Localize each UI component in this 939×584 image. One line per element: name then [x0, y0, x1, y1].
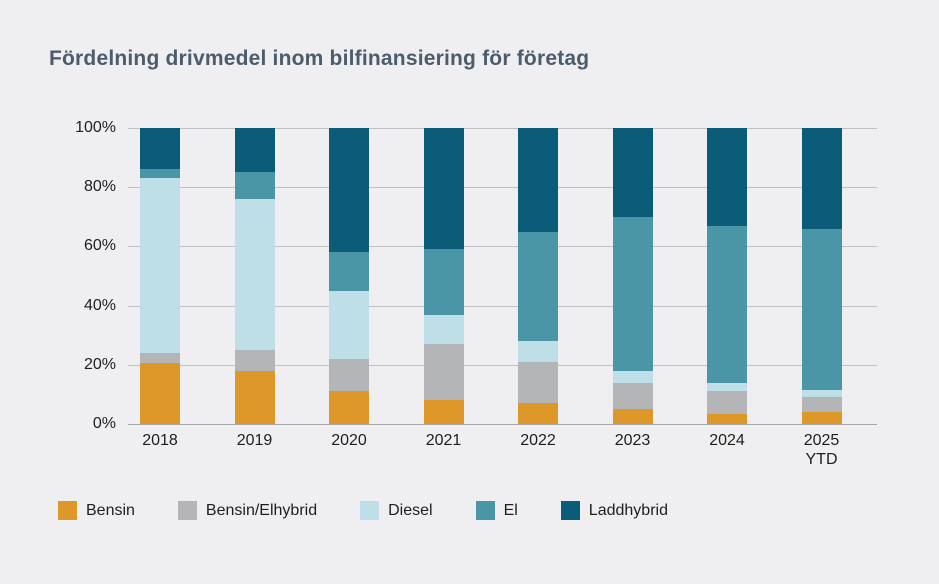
segment-el-2024 [707, 225, 747, 383]
legend-item-laddhybrid: Laddhybrid [560, 501, 668, 520]
bar-2022 [518, 128, 558, 424]
legend-swatch-laddhybrid [560, 501, 580, 520]
legend-item-bensin: Bensin [58, 501, 135, 520]
bar-2021 [423, 128, 464, 424]
legend-swatch-bensin-elhybrid [177, 501, 197, 520]
x-tick-year: 2020 [331, 432, 367, 449]
x-tick-year: 2018 [142, 432, 178, 449]
legend-label-bensin-elhybrid: Bensin/Elhybrid [205, 501, 318, 519]
x-tick-year: 2021 [425, 432, 462, 449]
legend-swatch-diesel [360, 501, 380, 520]
segment-bensin-elhybrid-2018 [140, 352, 180, 364]
legend-label-laddhybrid: Laddhybrid [588, 501, 668, 519]
gridline-20 [128, 364, 877, 366]
bar-2023 [612, 128, 653, 424]
x-tick-year: 2022 [520, 432, 556, 449]
segment-el-2021 [423, 249, 464, 315]
x-tick-label-2019: 2019 [210, 431, 300, 450]
x-tick-sublabel: YTD [805, 451, 838, 468]
legend-label-el: El [503, 501, 518, 519]
segment-bensin-2019 [234, 370, 275, 424]
x-tick-year: 2024 [709, 432, 745, 449]
y-tick-label-100: 100% [75, 119, 116, 136]
segment-diesel-2020 [329, 290, 369, 359]
chart-legend: Bensin Bensin/Elhybrid Diesel El Laddhybrid [58, 501, 668, 520]
segment-diesel-2018 [140, 178, 180, 353]
legend-item-bensin-elhybrid: Bensin/Elhybrid [177, 501, 318, 520]
gridline-80 [128, 187, 877, 189]
segment-bensin-elhybrid-2023 [612, 382, 653, 410]
segment-bensin-elhybrid-2024 [707, 391, 747, 414]
bar-2018 [140, 128, 180, 424]
x-tick-year: 2023 [614, 432, 651, 449]
segment-bensin-2021 [423, 400, 464, 424]
segment-diesel-2025 [801, 389, 842, 398]
segment-bensin-2020 [329, 391, 369, 424]
segment-laddhybrid-2019 [234, 128, 275, 173]
segment-bensin-2022 [518, 403, 558, 424]
segment-bensin-elhybrid-2020 [329, 358, 369, 392]
segment-el-2018 [140, 169, 180, 179]
segment-bensin-2025 [801, 412, 842, 424]
chart-title: Fördelning drivmedel inom bilfinansierin… [49, 47, 590, 70]
y-tick-label-20: 20% [83, 355, 116, 373]
segment-laddhybrid-2020 [329, 128, 369, 253]
segment-bensin-elhybrid-2021 [423, 344, 464, 401]
segment-laddhybrid-2023 [612, 128, 653, 217]
plot-area [128, 128, 877, 425]
segment-bensin-elhybrid-2022 [518, 361, 558, 404]
segment-laddhybrid-2022 [518, 128, 558, 232]
segment-bensin-2018 [140, 363, 180, 424]
segment-laddhybrid-2025 [801, 128, 842, 229]
y-tick-label-0: 0% [92, 415, 116, 432]
segment-bensin-2023 [612, 409, 653, 424]
segment-diesel-2022 [518, 341, 558, 362]
bar-2025-ytd [801, 128, 842, 424]
segment-diesel-2023 [612, 370, 653, 383]
segment-bensin-elhybrid-2025 [801, 397, 842, 413]
x-tick-label-2018: 2018 [115, 431, 205, 450]
x-tick-label-2021: 2021 [399, 431, 489, 450]
legend-label-diesel: Diesel [388, 501, 433, 519]
segment-bensin-elhybrid-2019 [234, 350, 275, 371]
x-tick-year: 2025 [803, 432, 840, 449]
segment-diesel-2019 [234, 199, 275, 351]
x-tick-label-2020: 2020 [304, 431, 394, 450]
segment-el-2025 [801, 228, 842, 390]
legend-label-bensin: Bensin [86, 501, 135, 519]
x-tick-label-2024: 2024 [682, 431, 772, 450]
segment-laddhybrid-2021 [423, 128, 464, 250]
bar-2020 [329, 128, 369, 424]
legend-item-el: El [475, 501, 518, 520]
gridline-40 [128, 305, 877, 307]
segment-el-2019 [234, 172, 275, 200]
x-tick-year: 2019 [236, 432, 273, 449]
bar-2019 [234, 128, 275, 424]
bar-2024 [707, 128, 747, 424]
y-tick-label-80: 80% [83, 178, 116, 196]
y-tick-label-40: 40% [83, 296, 116, 314]
x-tick-label-2022: 2022 [493, 431, 583, 450]
gridline-0 [128, 424, 877, 425]
gridline-100 [128, 128, 877, 129]
y-tick-label-60: 60% [83, 237, 116, 255]
segment-diesel-2021 [423, 314, 464, 345]
legend-item-diesel: Diesel [360, 501, 433, 520]
segment-bensin-2024 [707, 413, 747, 424]
x-tick-label-2025: 2025 YTD [777, 431, 867, 469]
segment-el-2023 [612, 216, 653, 371]
x-tick-label-2023: 2023 [588, 431, 678, 450]
segment-el-2020 [329, 252, 369, 291]
segment-laddhybrid-2018 [140, 128, 180, 170]
gridline-60 [128, 246, 877, 248]
segment-diesel-2024 [707, 382, 747, 392]
legend-swatch-bensin [58, 501, 77, 520]
legend-swatch-el [475, 501, 495, 520]
segment-el-2022 [518, 231, 558, 342]
segment-laddhybrid-2024 [707, 128, 747, 226]
